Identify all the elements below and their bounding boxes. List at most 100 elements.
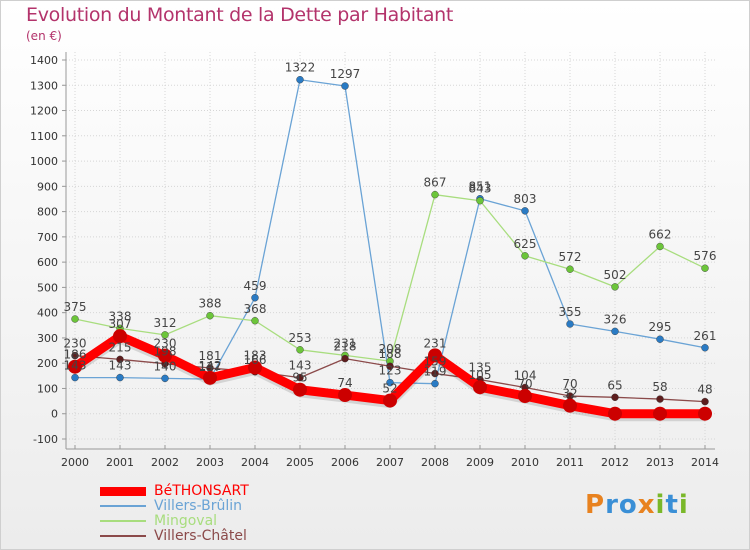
data-point: [611, 393, 619, 402]
legend-label: BéTHONSART: [154, 483, 249, 499]
y-tick-label: 700: [37, 231, 58, 244]
y-tick-label: 1300: [30, 79, 58, 92]
data-label: 261: [694, 329, 717, 343]
y-tick-label: 400: [37, 307, 58, 320]
data-point: [431, 379, 439, 388]
logo-letter: i: [655, 490, 666, 520]
legend-label: Villers-Brûlin: [154, 498, 243, 514]
legend-swatch: [100, 520, 146, 522]
data-label: 70: [517, 377, 532, 391]
data-label: 143: [109, 359, 132, 373]
legend-swatch: [100, 486, 146, 496]
data-label: 338: [109, 309, 132, 323]
x-tick-label: 2010: [511, 456, 539, 469]
data-label: 572: [559, 250, 582, 264]
data-point: [656, 242, 664, 251]
logo-letter: P: [585, 490, 606, 520]
y-tick-label: 0: [51, 408, 58, 421]
data-point: [611, 283, 619, 291]
data-label: 181: [199, 349, 222, 363]
data-point: [161, 331, 169, 339]
logo-letter: o: [618, 490, 638, 520]
logo-letter: x: [637, 490, 656, 520]
data-label: 843: [469, 182, 492, 196]
data-label: 355: [559, 305, 582, 319]
x-tick-label: 2004: [241, 456, 269, 469]
data-point: [113, 329, 127, 344]
data-point: [248, 360, 262, 375]
data-label: 74: [337, 376, 352, 390]
y-tick-label: 1100: [30, 130, 58, 143]
data-label: 1322: [285, 61, 316, 75]
data-point: [656, 395, 664, 403]
data-label: 137: [199, 360, 222, 374]
data-label: 48: [697, 383, 712, 397]
data-label: 230: [64, 337, 87, 351]
legend-swatch: [100, 535, 146, 537]
data-label: 231: [334, 336, 357, 350]
data-point: [296, 346, 304, 354]
x-tick-label: 2002: [151, 456, 179, 469]
data-label: 105: [469, 368, 492, 382]
data-point: [341, 82, 349, 90]
data-point: [161, 374, 169, 383]
y-tick-label: -100: [33, 433, 58, 446]
data-label: 140: [154, 359, 177, 373]
data-label: 208: [379, 342, 402, 356]
logo-letter: t: [665, 490, 679, 520]
data-label: 230: [154, 337, 177, 351]
data-point: [386, 362, 394, 370]
y-tick-label: 800: [37, 206, 58, 219]
data-label: 186: [64, 348, 87, 362]
data-point: [701, 397, 709, 406]
data-label: 119: [424, 365, 447, 379]
x-tick-label: 2014: [691, 456, 719, 469]
data-label: 188: [379, 347, 402, 361]
data-label: 142: [199, 359, 222, 373]
data-label: 312: [154, 316, 177, 330]
data-point: [431, 190, 439, 199]
data-label: 307: [109, 317, 132, 331]
data-point: [518, 389, 532, 404]
x-tick-label: 2001: [106, 456, 134, 469]
legend-label: Villers-Châtel: [154, 528, 247, 544]
data-point: [206, 311, 214, 320]
y-tick-label: 1000: [30, 155, 58, 168]
x-tick-label: 2008: [421, 456, 449, 469]
x-tick-label: 2003: [196, 456, 224, 469]
data-point: [473, 380, 487, 395]
legend-swatch: [100, 505, 146, 507]
data-point: [293, 382, 307, 397]
x-tick-label: 2000: [61, 456, 89, 469]
data-label: 95: [292, 371, 307, 385]
x-tick-label: 2006: [331, 456, 359, 469]
x-tick-label: 2013: [646, 456, 674, 469]
data-label: 166: [244, 353, 267, 367]
data-point: [71, 373, 79, 382]
data-point: [521, 252, 529, 260]
x-tick-label: 2009: [466, 456, 494, 469]
data-point: [383, 393, 397, 408]
data-label: 1297: [330, 67, 361, 81]
logo-letter: r: [605, 490, 619, 520]
data-label: 851: [469, 180, 492, 194]
data-label: 388: [199, 297, 222, 311]
y-tick-label: 200: [37, 357, 58, 370]
data-label: 253: [289, 331, 312, 345]
data-point: [608, 406, 622, 421]
data-label: 625: [514, 237, 537, 251]
data-label: 867: [424, 176, 447, 190]
data-point: [386, 378, 394, 387]
data-label: 183: [244, 348, 267, 362]
y-tick-label: 100: [37, 382, 58, 395]
data-label: 32: [562, 387, 577, 401]
logo-letter: i: [678, 490, 689, 520]
data-point: [338, 388, 352, 403]
data-label: 326: [604, 312, 627, 326]
data-label: 502: [604, 268, 627, 282]
data-point: [251, 294, 259, 302]
data-point: [68, 359, 82, 374]
data-point: [71, 351, 79, 360]
